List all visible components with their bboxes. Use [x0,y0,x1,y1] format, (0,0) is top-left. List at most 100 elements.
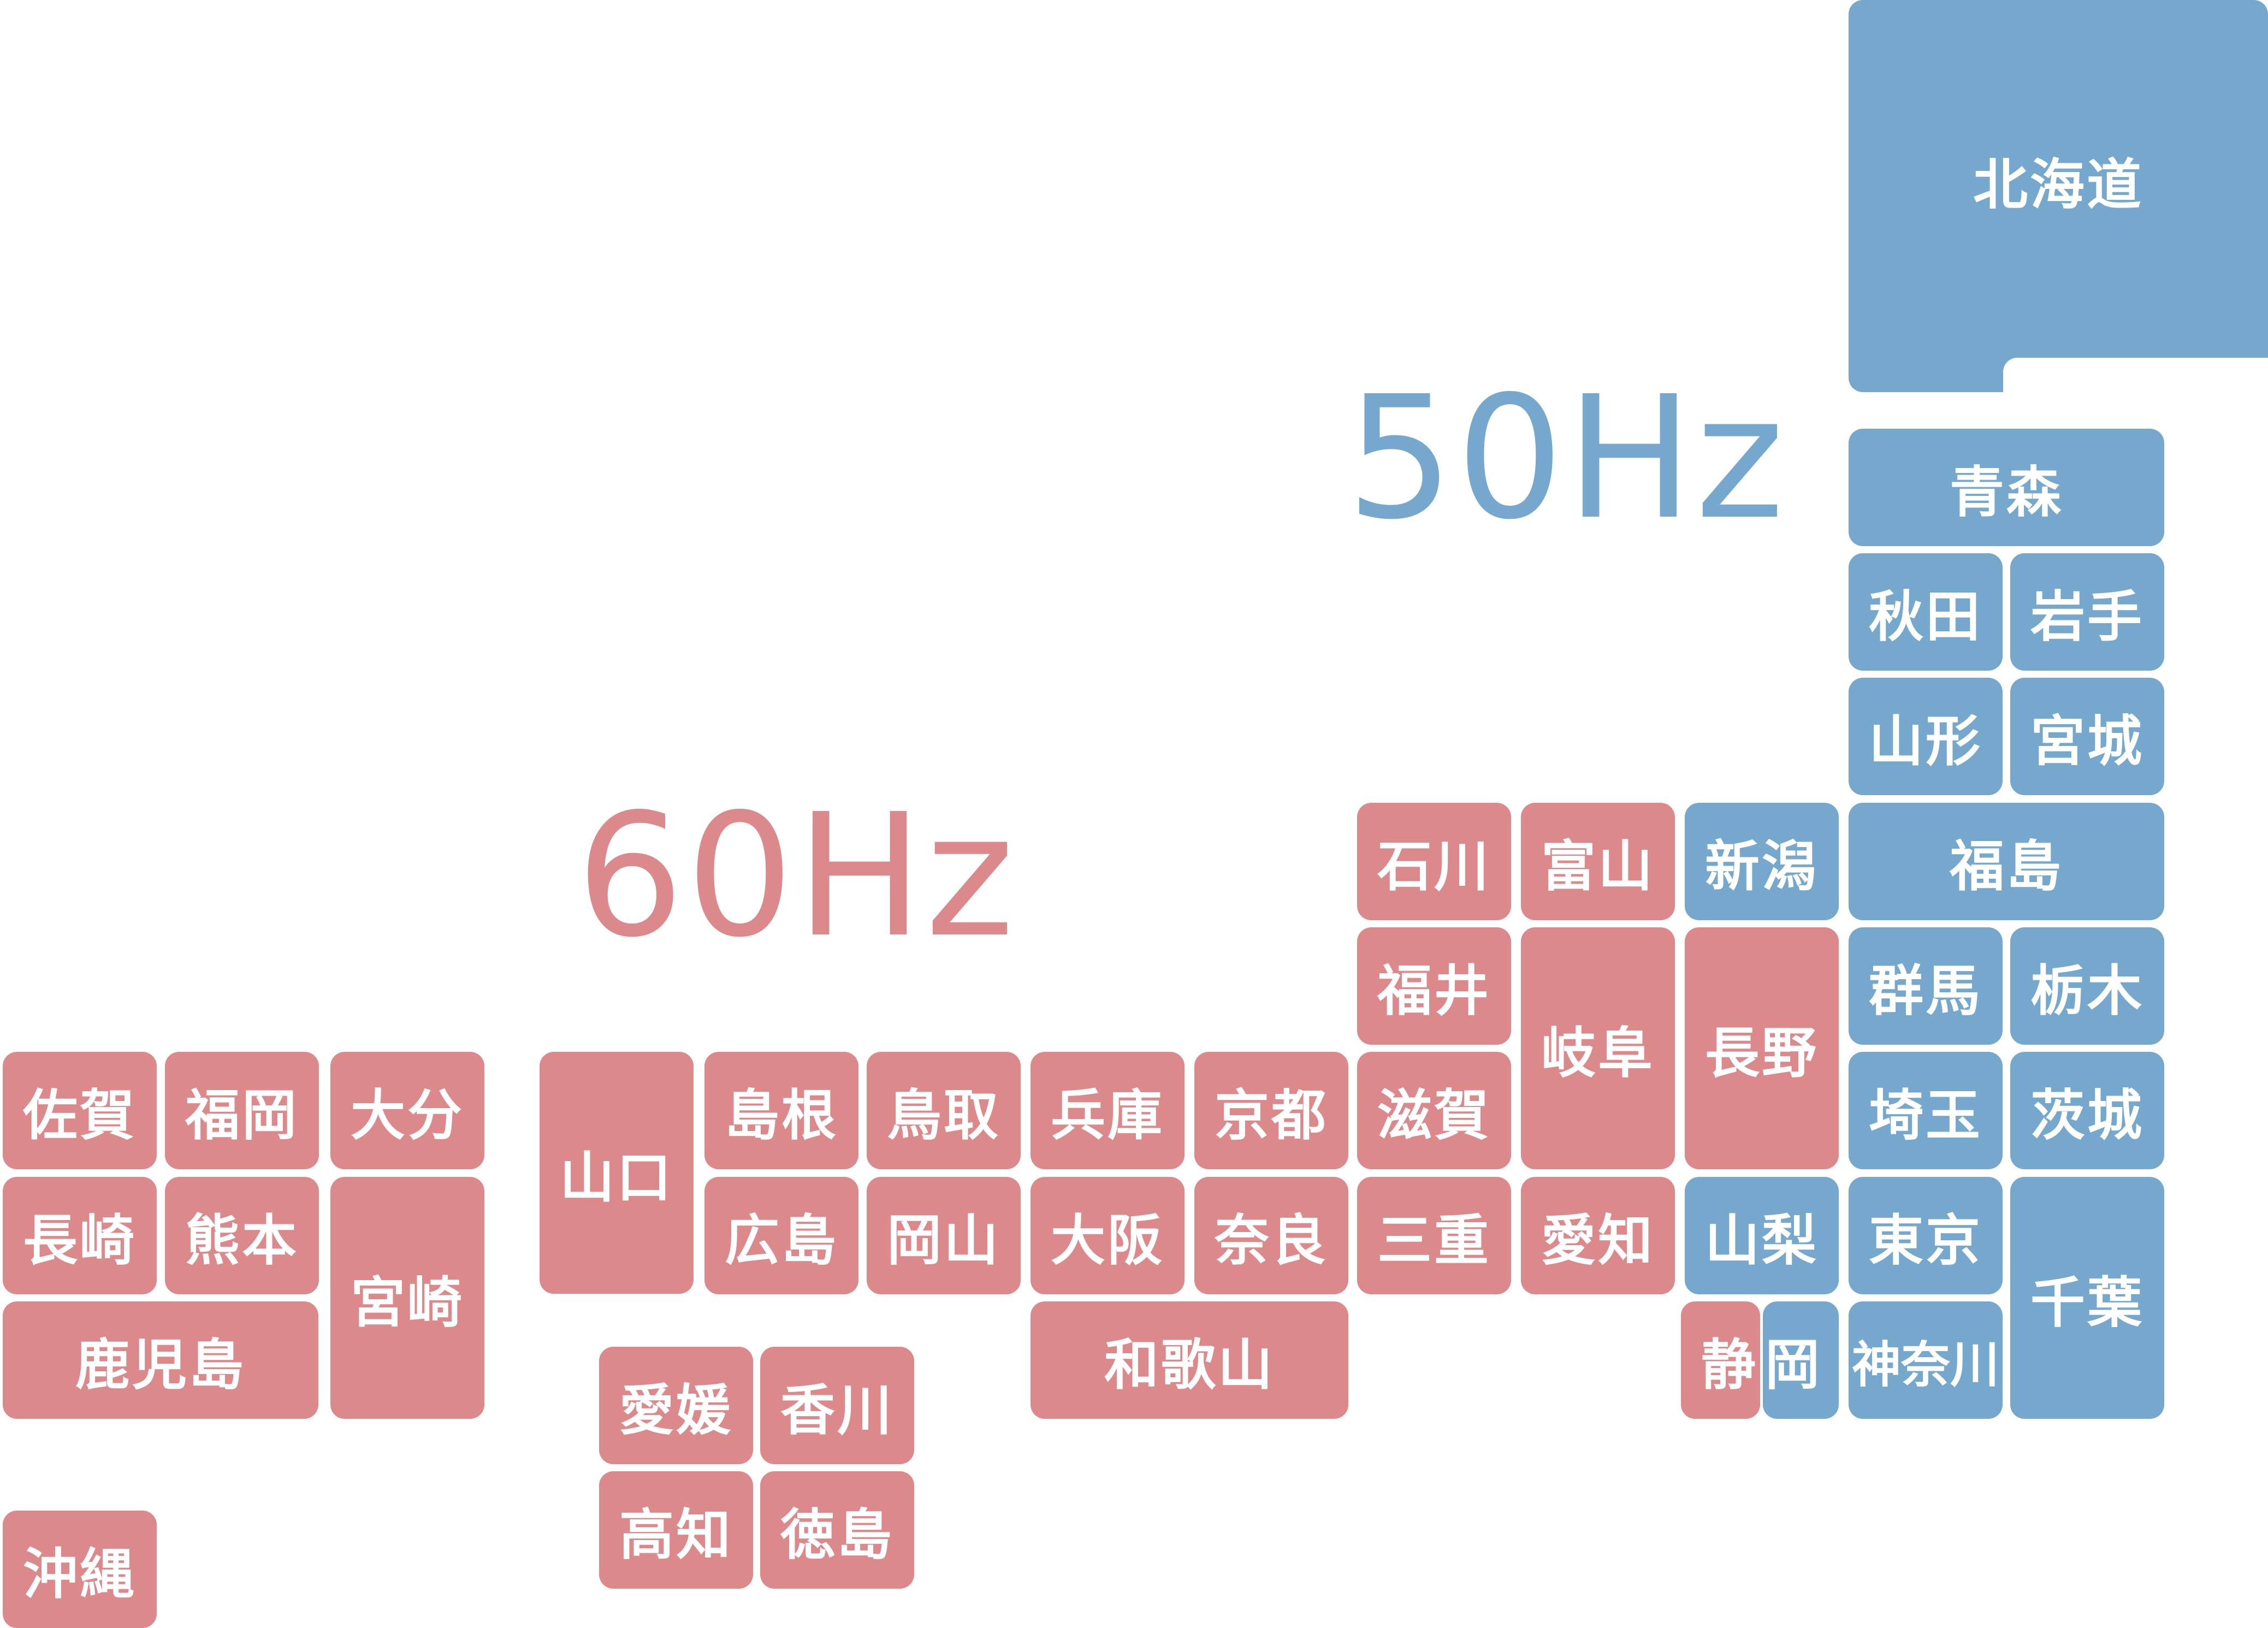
region-gunma[interactable]: 群馬 [1849,927,2003,1045]
region-fukuoka[interactable]: 福岡 [165,1052,319,1169]
region-iwate[interactable]: 岩手 [2010,553,2164,671]
region-osaka-label: 大阪 [1051,1209,1164,1272]
region-saga-label: 佐賀 [23,1084,137,1147]
region-kyoto-label: 京都 [1215,1084,1328,1147]
region-hyogo[interactable]: 兵庫 [1031,1052,1185,1169]
region-miyazaki[interactable]: 宮崎 [330,1177,484,1419]
label-60hz: 60Hz [576,778,1017,975]
region-kumamoto[interactable]: 熊本 [165,1177,319,1294]
region-yamagata-label: 山形 [1869,709,1982,773]
region-chiba[interactable]: 千葉 [2010,1177,2164,1419]
region-fukushima-label: 福島 [1950,834,2063,898]
region-hokkaido-label: 北海道 [1973,152,2143,217]
region-kagawa-label: 香川 [780,1378,894,1442]
region-toyama-label: 富山 [1541,834,1655,898]
region-fukushima[interactable]: 福島 [1849,803,2164,920]
region-wakayama[interactable]: 和歌山 [1031,1301,1348,1419]
region-okayama-label: 岡山 [887,1209,1000,1272]
region-kanagawa-label: 神奈川 [1852,1336,1999,1394]
region-tokyo-label: 東京 [1869,1209,1982,1272]
region-wakayama-label: 和歌山 [1104,1333,1275,1397]
region-tokushima-label: 徳島 [780,1503,894,1567]
region-oita-label: 大分 [351,1084,464,1147]
region-miyagi[interactable]: 宮城 [2010,678,2164,795]
region-chiba-label: 千葉 [2030,1271,2144,1335]
region-saga[interactable]: 佐賀 [3,1052,157,1169]
region-hokkaido[interactable]: 北海道 [1849,0,2268,392]
region-nagano-label: 長野 [1705,1021,1819,1085]
region-kochi-label: 高知 [619,1503,733,1567]
region-kagoshima[interactable]: 鹿児島 [3,1301,318,1419]
region-hiroshima[interactable]: 広島 [704,1177,858,1294]
region-ishikawa[interactable]: 石川 [1357,803,1511,920]
region-tottori[interactable]: 鳥取 [867,1052,1021,1169]
region-tochigi-label: 栃木 [2030,959,2144,1023]
region-miyazaki-label: 宮崎 [351,1271,464,1335]
region-fukui-label: 福井 [1377,959,1491,1023]
region-okinawa-label: 沖縄 [23,1542,137,1606]
region-ehime[interactable]: 愛媛 [599,1347,753,1464]
region-kagawa[interactable]: 香川 [760,1347,914,1464]
region-shizuoka-east[interactable]: 岡 [1763,1301,1839,1419]
region-akita[interactable]: 秋田 [1849,553,2003,671]
region-yamagata[interactable]: 山形 [1849,678,2003,795]
region-shizuoka-east-label: 岡 [1765,1333,1822,1397]
region-nagasaki[interactable]: 長崎 [3,1177,157,1294]
region-ibaraki[interactable]: 茨城 [2010,1052,2164,1169]
label-50hz: 50Hz [1346,360,1787,557]
region-tottori-label: 鳥取 [887,1084,1000,1147]
region-oita[interactable]: 大分 [330,1052,484,1169]
region-osaka[interactable]: 大阪 [1031,1177,1185,1294]
region-ibaraki-label: 茨城 [2030,1084,2144,1147]
region-yamanashi[interactable]: 山梨 [1685,1177,1839,1294]
region-nagasaki-label: 長崎 [23,1209,137,1272]
region-mie[interactable]: 三重 [1357,1177,1511,1294]
region-tokyo[interactable]: 東京 [1849,1177,2003,1294]
region-shiga[interactable]: 滋賀 [1357,1052,1511,1169]
region-niigata[interactable]: 新潟 [1685,803,1839,920]
region-niigata-label: 新潟 [1705,834,1819,898]
region-saitama-label: 埼玉 [1869,1084,1982,1147]
region-hiroshima-label: 広島 [725,1209,838,1272]
region-kagoshima-label: 鹿児島 [75,1333,246,1397]
region-yamaguchi[interactable]: 山口 [540,1052,694,1294]
region-gifu-label: 岐阜 [1541,1021,1655,1085]
region-aomori[interactable]: 青森 [1849,429,2164,546]
region-iwate-label: 岩手 [2030,585,2144,649]
region-ehime-label: 愛媛 [619,1378,733,1442]
region-shimane[interactable]: 島根 [704,1052,858,1169]
region-shizuoka-west-label: 静 [1701,1333,1758,1397]
region-aichi-label: 愛知 [1541,1209,1655,1272]
region-mie-label: 三重 [1377,1209,1491,1272]
region-tochigi[interactable]: 栃木 [2010,927,2164,1045]
region-nagano[interactable]: 長野 [1685,927,1839,1169]
region-miyagi-label: 宮城 [2030,709,2144,773]
region-aichi[interactable]: 愛知 [1521,1177,1675,1294]
region-akita-label: 秋田 [1869,585,1982,649]
region-ishikawa-label: 石川 [1377,834,1491,898]
region-nara[interactable]: 奈良 [1194,1177,1348,1294]
region-okayama[interactable]: 岡山 [867,1177,1021,1294]
region-saitama[interactable]: 埼玉 [1849,1052,2003,1169]
region-yamaguchi-label: 山口 [560,1146,673,1210]
region-toyama[interactable]: 富山 [1521,803,1675,920]
region-kochi[interactable]: 高知 [599,1471,753,1589]
region-tokushima[interactable]: 徳島 [760,1471,914,1589]
region-gifu[interactable]: 岐阜 [1521,927,1675,1169]
region-gunma-label: 群馬 [1869,959,1982,1023]
region-shimane-label: 島根 [725,1084,838,1147]
region-okinawa[interactable]: 沖縄 [3,1511,157,1628]
region-fukui[interactable]: 福井 [1357,927,1511,1045]
region-aomori-label: 青森 [1950,460,2063,524]
region-kanagawa[interactable]: 神奈川 [1849,1301,2003,1419]
region-hyogo-label: 兵庫 [1051,1084,1164,1147]
region-shiga-label: 滋賀 [1377,1084,1491,1147]
hokkaido-notch [2003,358,2268,392]
region-kyoto[interactable]: 京都 [1194,1052,1348,1169]
region-shizuoka-west[interactable]: 静 [1681,1301,1760,1419]
region-fukuoka-label: 福岡 [185,1084,299,1147]
region-kumamoto-label: 熊本 [185,1209,299,1272]
region-nara-label: 奈良 [1215,1209,1328,1272]
region-yamanashi-label: 山梨 [1705,1209,1819,1272]
